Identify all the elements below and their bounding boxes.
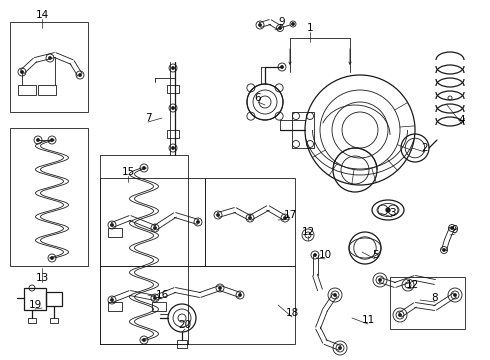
- Circle shape: [239, 294, 241, 296]
- Text: 12: 12: [301, 227, 315, 237]
- Circle shape: [217, 214, 219, 216]
- Bar: [18, 85, 36, 95]
- Text: 9: 9: [279, 17, 285, 27]
- Text: 5: 5: [372, 250, 378, 260]
- Bar: [100, 178, 205, 266]
- Text: 20: 20: [178, 320, 192, 330]
- Text: 7: 7: [145, 113, 151, 123]
- Bar: [38, 85, 56, 95]
- Circle shape: [51, 257, 53, 259]
- Circle shape: [172, 67, 174, 69]
- Bar: [10, 128, 88, 266]
- Text: 4: 4: [459, 115, 466, 125]
- Circle shape: [281, 66, 283, 68]
- Text: 18: 18: [285, 308, 298, 318]
- Text: 9: 9: [452, 225, 458, 235]
- Circle shape: [284, 217, 286, 219]
- Bar: [205, 178, 295, 266]
- Bar: [28, 318, 36, 323]
- Text: 19: 19: [28, 300, 42, 310]
- Bar: [177, 340, 187, 348]
- Circle shape: [219, 287, 221, 289]
- Text: 13: 13: [35, 273, 49, 283]
- Circle shape: [154, 227, 156, 229]
- Text: 6: 6: [255, 93, 261, 103]
- Bar: [292, 112, 314, 148]
- Circle shape: [249, 217, 251, 219]
- Circle shape: [37, 139, 39, 141]
- Text: 16: 16: [155, 290, 169, 300]
- Text: 12: 12: [405, 280, 418, 290]
- Circle shape: [314, 254, 316, 256]
- Circle shape: [172, 107, 174, 109]
- Circle shape: [339, 347, 341, 349]
- Circle shape: [197, 221, 199, 223]
- Circle shape: [334, 294, 336, 296]
- Circle shape: [399, 314, 401, 316]
- Circle shape: [451, 227, 453, 229]
- Circle shape: [79, 74, 81, 76]
- Text: 17: 17: [283, 210, 296, 220]
- Text: 1: 1: [307, 23, 313, 33]
- Circle shape: [172, 147, 174, 149]
- Text: 14: 14: [35, 10, 49, 20]
- Circle shape: [292, 23, 294, 25]
- Bar: [100, 266, 295, 344]
- Bar: [390, 277, 465, 329]
- Circle shape: [454, 294, 456, 296]
- Text: 15: 15: [122, 167, 135, 177]
- Circle shape: [143, 167, 145, 169]
- Circle shape: [21, 71, 23, 73]
- Text: 10: 10: [318, 250, 332, 260]
- Circle shape: [111, 299, 113, 301]
- Bar: [10, 22, 88, 112]
- Text: 8: 8: [432, 293, 439, 303]
- Circle shape: [154, 297, 156, 299]
- Bar: [50, 318, 58, 323]
- Bar: [108, 302, 122, 311]
- Circle shape: [49, 57, 51, 59]
- Circle shape: [386, 208, 390, 212]
- Circle shape: [259, 24, 261, 26]
- Bar: [24, 288, 46, 310]
- Bar: [100, 155, 188, 344]
- Text: 11: 11: [362, 315, 375, 325]
- Text: 3: 3: [389, 208, 395, 218]
- Circle shape: [51, 139, 53, 141]
- Circle shape: [443, 249, 445, 251]
- Bar: [46, 292, 62, 306]
- Bar: [152, 302, 166, 311]
- Bar: [167, 130, 179, 138]
- Circle shape: [111, 224, 113, 226]
- Text: 2: 2: [422, 143, 428, 153]
- Bar: [167, 85, 179, 93]
- Bar: [108, 228, 122, 237]
- Circle shape: [279, 27, 281, 29]
- Circle shape: [379, 279, 381, 281]
- Circle shape: [143, 339, 145, 341]
